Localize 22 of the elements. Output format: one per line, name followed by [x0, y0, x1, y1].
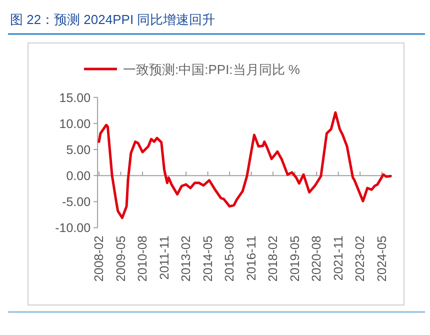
x-tick-label: 2020-08 [310, 236, 324, 282]
x-tick-label: 2015-08 [222, 236, 237, 282]
y-tick-label: -10.00 [55, 221, 91, 236]
x-tick-label: 2016-11 [244, 236, 258, 281]
x-tick-label: 2014-05 [200, 236, 215, 282]
x-tick-label: 2013-02 [179, 236, 194, 282]
y-tick-label: 15.00 [59, 90, 91, 105]
y-tick-label: 10.00 [59, 116, 91, 131]
x-tick-label: 2018-02 [266, 236, 280, 282]
x-tick-label: 2019-05 [288, 236, 302, 282]
chart-title: 图 22：预测 2024PPI 同比增速回升 [10, 12, 216, 27]
x-tick-label: 2011-11 [157, 236, 172, 280]
x-tick-label: 2008-02 [92, 236, 106, 282]
y-tick-label: -5.00 [62, 195, 91, 210]
x-tick-label: 2024-05 [374, 236, 389, 282]
x-tick-label: 2023-02 [353, 236, 368, 282]
legend-label: 一致预测:中国:PPI:当月同比 % [123, 62, 300, 77]
x-tick-label: 2021-11 [331, 236, 346, 281]
x-tick-label: 2009-05 [114, 236, 128, 282]
y-tick-label: 5.00 [66, 143, 91, 158]
x-tick-label: 2010-08 [136, 236, 150, 282]
y-tick-label: 0.00 [66, 169, 91, 184]
